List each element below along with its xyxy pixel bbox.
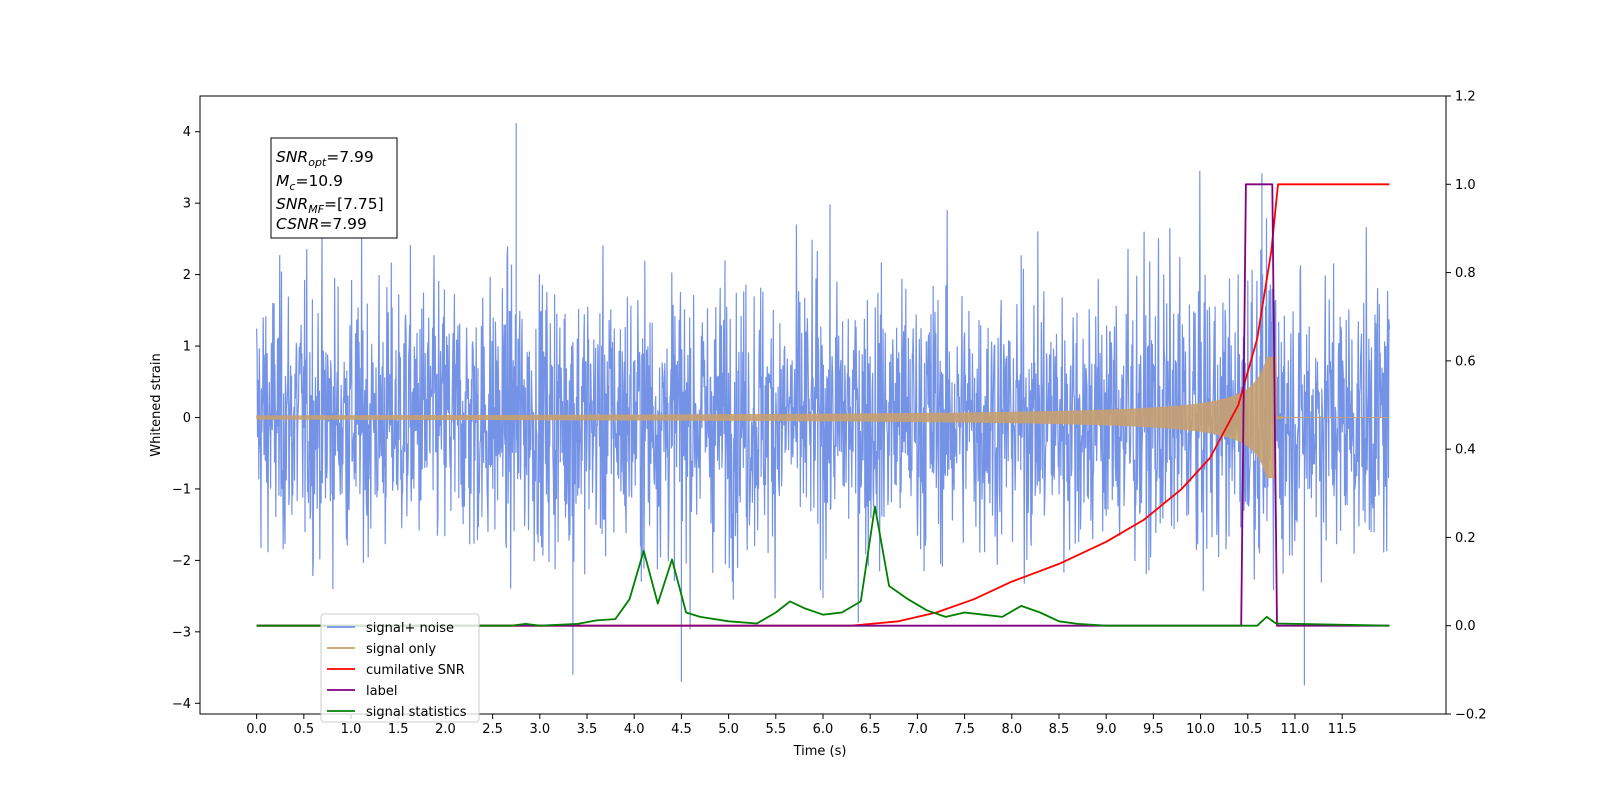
snr-opt-value: 7.99 [339,148,374,166]
series-signal-only [256,356,1390,479]
x-tick-label: 9.5 [1143,722,1164,737]
legend-entry: signal statistics [366,705,467,720]
y-tick-left-label: −3 [172,625,191,640]
x-tick-label: 2.0 [435,722,456,737]
y-tick-right-label: 1.0 [1455,178,1476,193]
mc-value: 10.9 [308,172,343,190]
svg-text:Mc=10.9: Mc=10.9 [276,172,343,193]
x-tick-label: 5.0 [718,722,739,737]
legend-entry: label [366,684,397,699]
y-tick-left-label: 3 [183,197,191,212]
y-tick-left-label: −4 [172,697,191,712]
series-signal-plus-noise [256,123,1390,686]
annotation-box: SNRopt=7.99 Mc=10.9 SNRMF=[7.75] CSNR=7.… [270,137,398,239]
y-tick-right-label: −0.2 [1455,708,1487,723]
y-tick-left-label: 2 [183,268,191,283]
legend-entry: signal only [366,642,436,657]
x-tick-label: 7.0 [907,722,928,737]
x-tick-label: 6.5 [860,722,881,737]
x-tick-label: 6.0 [813,722,834,737]
y-tick-left-label: −1 [172,482,191,497]
series-signal-statistics [256,505,1390,627]
y-tick-left-label: 0 [183,411,191,426]
csnr-value: 7.99 [332,215,367,233]
x-tick-label: 10.0 [1186,722,1215,737]
x-tick-label: 10.5 [1233,722,1262,737]
x-tick-label: 2.5 [482,722,503,737]
series-label [256,183,1390,627]
x-tick-label: 9.0 [1096,722,1117,737]
legend-entry: cumilative SNR [366,663,465,678]
y-tick-left-label: −2 [172,554,191,569]
svg-text:CSNR=7.99: CSNR=7.99 [276,215,367,233]
snr-mf-value: [7.75] [337,195,384,213]
x-tick-label: 1.0 [341,722,362,737]
y-tick-left-label: 4 [183,125,191,140]
x-tick-label: 4.5 [671,722,692,737]
x-tick-label: 8.0 [1001,722,1022,737]
svg-text:SNRopt=7.99: SNRopt=7.99 [276,148,374,169]
y-tick-right-label: 1.2 [1455,90,1476,105]
y-tick-right-label: 0.2 [1455,531,1476,546]
y-tick-left-label: 1 [183,340,191,355]
x-tick-label: 4.0 [624,722,645,737]
svg-text:SNRMF=[7.75]: SNRMF=[7.75] [276,195,384,216]
x-tick-label: 3.5 [577,722,598,737]
legend-entry: signal+ noise [366,621,454,636]
x-tick-label: 0.0 [246,722,267,737]
y-tick-right-label: 0.6 [1455,354,1476,369]
x-tick-label: 8.5 [1049,722,1070,737]
legend: signal+ noise signal only cumilative SNR la… [320,613,480,723]
x-tick-label: 11.5 [1328,722,1357,737]
x-tick-label: 5.5 [765,722,786,737]
x-tick-label: 7.5 [954,722,975,737]
x-tick-label: 3.0 [529,722,550,737]
series-cumilative-snr [256,183,1390,627]
y-axis-label: Whitened strain [149,353,164,456]
x-tick-label: 1.5 [388,722,409,737]
y-tick-right-label: 0.0 [1455,619,1476,634]
x-tick-label: 11.0 [1280,722,1309,737]
x-axis-label: Time (s) [793,744,847,759]
y-tick-right-label: 0.8 [1455,266,1476,281]
y-tick-right-label: 0.4 [1455,443,1476,458]
x-tick-label: 0.5 [293,722,314,737]
